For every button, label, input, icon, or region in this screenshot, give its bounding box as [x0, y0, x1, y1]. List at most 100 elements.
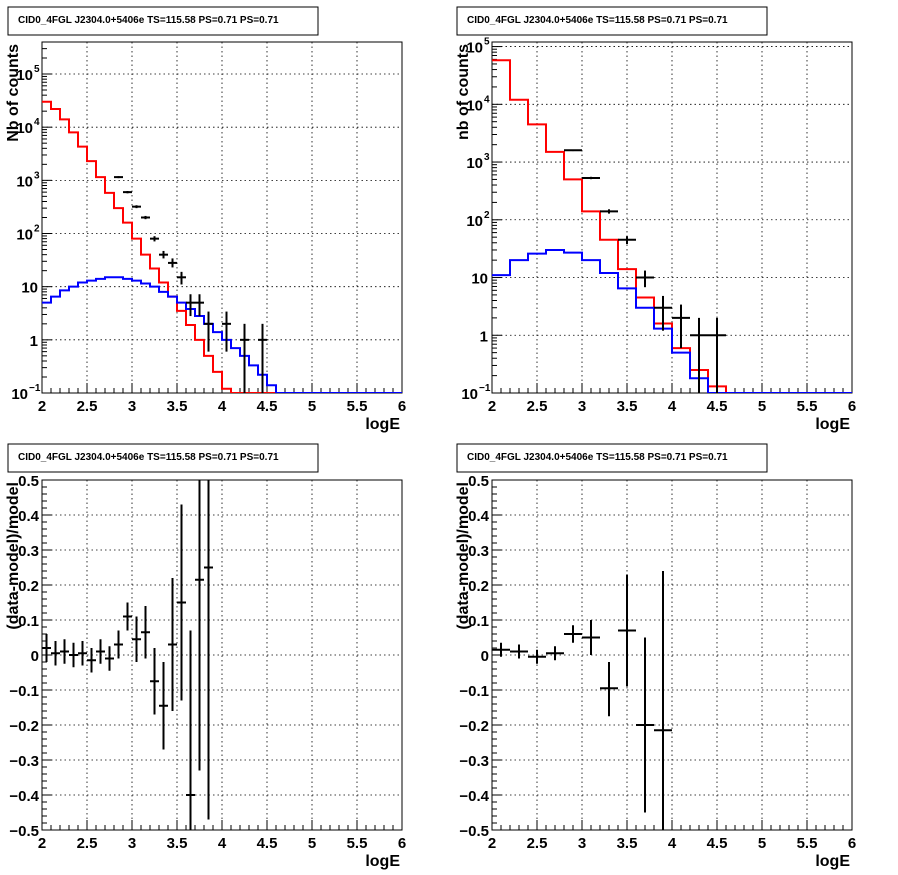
tick-marks [491, 46, 853, 394]
y-tick-exponent: 4 [34, 117, 40, 128]
y-tick-exponent: 4 [484, 94, 490, 105]
y-tick-exponent: −1 [479, 383, 491, 394]
x-tick-label: 5 [308, 835, 316, 852]
data-point [96, 639, 105, 664]
grid-lines [492, 480, 852, 830]
chart-title: CID0_4FGL J2304.0+5406e TS=115.58 PS=0.7… [18, 15, 279, 26]
step-series-red [492, 59, 852, 393]
data-point [60, 639, 69, 664]
series-group [492, 59, 852, 393]
y-tick-label: 1 [480, 328, 488, 345]
x-tick-label: 3 [578, 835, 586, 852]
y-tick-label: 10 [466, 97, 483, 114]
x-tick-label: 5 [308, 398, 316, 415]
y-tick-label: 10 [466, 155, 483, 172]
data-point [672, 304, 690, 349]
data-point [186, 294, 195, 317]
data-point [708, 317, 726, 393]
y-tick-label: 0.1 [18, 613, 39, 630]
x-tick-label: 5.5 [347, 835, 368, 852]
data-point [87, 648, 96, 673]
y-tick-label: −0.3 [459, 753, 489, 770]
chart-title: CID0_4FGL J2304.0+5406e TS=115.58 PS=0.7… [467, 15, 728, 26]
series-group [42, 100, 402, 393]
chart-title-box [456, 443, 768, 473]
y-tick-exponent: 5 [484, 37, 490, 48]
y-tick-label: 0.3 [18, 543, 39, 560]
x-tick-label: 6 [398, 398, 406, 415]
x-tick-label: 3 [128, 835, 136, 852]
data-point [654, 571, 672, 830]
x-tick-label: 3.5 [617, 835, 638, 852]
data-point [564, 149, 582, 152]
y-tick-label: −0.1 [9, 683, 39, 700]
data-point [141, 606, 150, 659]
x-tick-label: 6 [398, 835, 406, 852]
x-tick-label: 5 [758, 835, 766, 852]
data-point [582, 620, 600, 655]
data-point [132, 205, 141, 209]
y-tick-exponent: −1 [29, 383, 41, 394]
x-tick-label: 4.5 [257, 398, 278, 415]
y-tick-label: 10 [21, 280, 38, 297]
y-tick-label: 10 [461, 386, 478, 403]
data-point [123, 191, 132, 194]
data-point [114, 630, 123, 659]
data-point [123, 602, 132, 631]
step-series-blue [42, 276, 402, 393]
x-tick-label: 4 [218, 835, 227, 852]
data-point [636, 270, 654, 288]
data-point [690, 317, 708, 393]
y-tick-label: 10 [11, 386, 28, 403]
y-tick-label: −0.1 [459, 683, 489, 700]
x-tick-label: 2.5 [77, 398, 98, 415]
chart-panel-bottom-right: 2 2.5 3 3.5 4 4.5 5 5.5 6 −0.5 −0.4 −0.3 −0.2 −0.1 0 0.… [455, 443, 856, 870]
x-tick-label: 2 [38, 835, 46, 852]
chart-title: CID0_4FGL J2304.0+5406e TS=115.58 PS=0.7… [467, 452, 728, 463]
data-point [51, 641, 60, 666]
data-point [42, 634, 51, 662]
x-tick-label: 3 [578, 398, 586, 415]
data-point [600, 209, 618, 214]
x-tick-label: 3.5 [167, 835, 188, 852]
x-axis-label: logE [815, 416, 850, 433]
x-tick-label: 5 [758, 398, 766, 415]
chart-panel-bottom-left: 2 2.5 3 3.5 4 4.5 5 5.5 6 −0.5 −0.4 −0.3 −0.2 −0.1 0 0.… [5, 443, 406, 870]
y-tick-exponent: 3 [34, 170, 40, 181]
data-point [564, 625, 582, 643]
x-axis-label: logE [365, 853, 400, 870]
y-tick-label: −0.5 [9, 823, 39, 840]
x-tick-label: 2 [488, 398, 496, 415]
y-tick-exponent: 3 [484, 152, 490, 163]
x-tick-label: 5.5 [347, 398, 368, 415]
x-axis-label: logE [815, 853, 850, 870]
data-point [150, 236, 159, 242]
data-point [654, 295, 672, 331]
y-tick-exponent: 2 [34, 224, 40, 235]
x-tick-label: 4.5 [707, 398, 728, 415]
x-tick-label: 4.5 [707, 835, 728, 852]
x-tick-label: 4 [668, 835, 677, 852]
y-tick-label: 10 [16, 120, 33, 137]
tick-marks [41, 479, 403, 831]
data-point [636, 637, 654, 813]
data-point [141, 215, 150, 220]
y-tick-label: 0.3 [468, 543, 489, 560]
y-tick-label: 0.5 [18, 473, 39, 490]
data-point [195, 294, 204, 317]
y-tick-label: −0.2 [9, 718, 39, 735]
x-tick-label: 5.5 [797, 398, 818, 415]
x-tick-label: 2.5 [77, 835, 98, 852]
x-tick-label: 3.5 [167, 398, 188, 415]
data-point [204, 311, 213, 352]
data-point [168, 258, 177, 268]
data-point [240, 323, 249, 393]
data-point [204, 480, 213, 820]
y-tick-label: 10 [16, 227, 33, 244]
y-tick-label: 10 [16, 173, 33, 190]
y-tick-label: 0 [481, 648, 489, 665]
data-point [582, 176, 600, 180]
